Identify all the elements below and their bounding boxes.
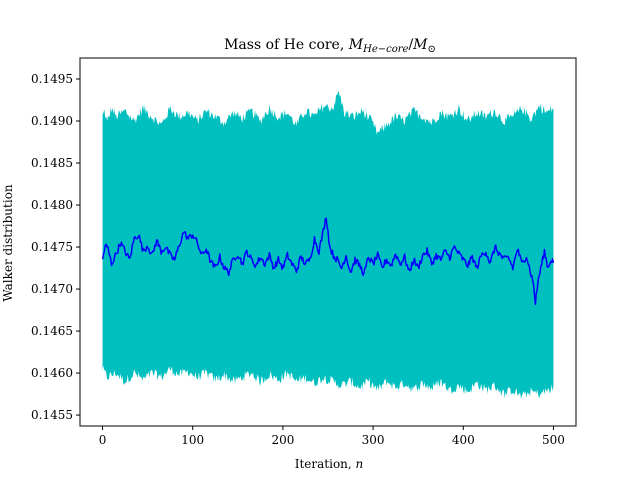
y-tick-label: 0.1495	[31, 72, 73, 86]
y-tick-label: 0.1455	[31, 408, 73, 422]
y-tick-label: 0.1490	[31, 114, 73, 128]
title-math-sun: ⊙	[428, 44, 436, 55]
y-tick-label: 0.1485	[31, 156, 73, 170]
walker-band-layer	[102, 91, 554, 400]
x-tick-label: 200	[271, 433, 294, 447]
y-axis-ticks: 0.1455 0.1460 0.1465 0.1470 0.1475 0.1480 0.14…	[31, 72, 80, 422]
x-tick-label: 400	[452, 433, 475, 447]
y-tick-label: 0.1480	[31, 198, 73, 212]
plot-area	[79, 57, 577, 427]
walker-line-layer	[101, 217, 555, 305]
x-axis-label-text: Iteration,	[295, 457, 356, 471]
walker-spread-band	[102, 91, 554, 400]
walker-median-line	[101, 217, 555, 305]
title-math-m2: M	[412, 37, 428, 53]
title-math-slash: /	[408, 37, 413, 53]
y-axis-label: Walker distribution	[1, 184, 15, 302]
x-axis-label-math: n	[356, 457, 364, 471]
x-tick-label: 500	[542, 433, 565, 447]
y-tick-label: 0.1460	[31, 366, 73, 380]
x-axis-ticks: 0 100 200 300 400 500	[99, 426, 565, 447]
y-tick-label: 0.1465	[31, 324, 73, 338]
x-tick-label: 0	[99, 433, 107, 447]
x-axis-label: Iteration, n	[295, 457, 364, 471]
x-tick-label: 100	[181, 433, 204, 447]
chart-title: Mass of He core, MHe−core/M⊙	[224, 37, 436, 55]
title-math-sub: He−core	[362, 44, 408, 55]
title-math-m: M	[348, 37, 364, 53]
y-tick-label: 0.1475	[31, 240, 73, 254]
x-tick-label: 300	[362, 433, 385, 447]
chart-title-text: Mass of He core,	[224, 37, 349, 53]
y-tick-label: 0.1470	[31, 282, 73, 296]
axes-frame	[79, 57, 577, 427]
